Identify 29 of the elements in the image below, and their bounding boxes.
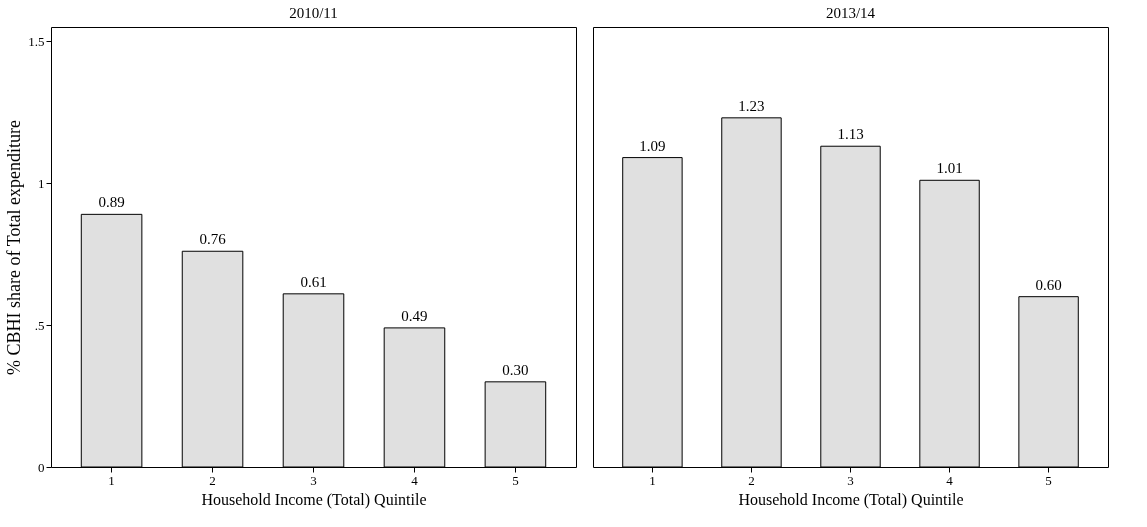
x-tick-label: 3 bbox=[310, 472, 317, 488]
data-label: 1.13 bbox=[837, 126, 864, 143]
x-tick-label: 3 bbox=[847, 472, 854, 488]
x-tick-label: 2 bbox=[209, 472, 216, 488]
x-axis-title: Household Income (Total) Quintile bbox=[201, 490, 427, 509]
chart-title: 2010/11 bbox=[289, 5, 338, 21]
data-label: 0.61 bbox=[300, 273, 327, 290]
x-tick-label: 1 bbox=[649, 472, 656, 488]
data-label: 0.30 bbox=[502, 361, 529, 378]
data-label: 0.49 bbox=[401, 307, 428, 324]
data-label: 1.09 bbox=[639, 137, 666, 154]
x-tick-label: 4 bbox=[411, 472, 419, 488]
data-label: 0.89 bbox=[98, 194, 125, 211]
x-tick-label: 5 bbox=[1045, 472, 1052, 488]
y-tick-label: 0 bbox=[38, 459, 45, 475]
x-tick-label: 5 bbox=[512, 472, 519, 488]
data-label: 1.01 bbox=[936, 160, 963, 177]
y-tick-label: .5 bbox=[34, 317, 45, 333]
y-axis-title: % CBHI share of Total expenditure bbox=[4, 120, 25, 375]
x-tick-label: 1 bbox=[108, 472, 115, 488]
x-tick-label: 2 bbox=[748, 472, 755, 488]
x-tick-label: 4 bbox=[946, 472, 954, 488]
data-label: 0.76 bbox=[199, 231, 227, 248]
x-axis-title: Household Income (Total) Quintile bbox=[738, 490, 964, 509]
y-tick-label: 1.5 bbox=[28, 33, 45, 49]
chart-title: 2013/14 bbox=[825, 5, 876, 21]
y-tick-label: 1 bbox=[38, 175, 45, 191]
data-label: 0.60 bbox=[1035, 276, 1062, 293]
data-label: 1.23 bbox=[738, 97, 765, 114]
